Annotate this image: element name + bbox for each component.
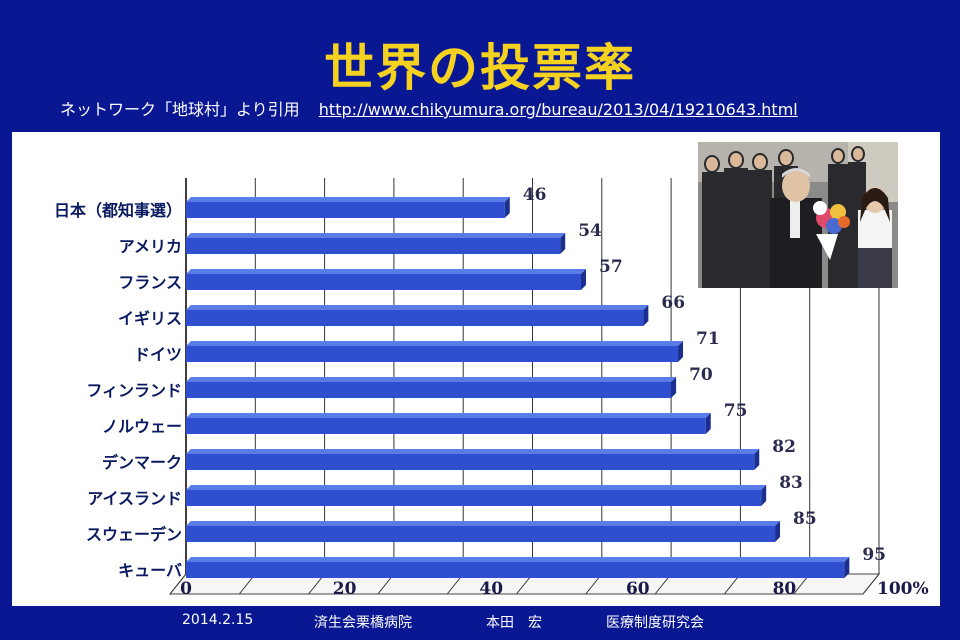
bar-end (671, 377, 677, 398)
bar-top (186, 269, 587, 274)
value-label: 46 (523, 185, 547, 205)
value-label: 70 (689, 365, 713, 385)
bar (186, 382, 672, 398)
source-line: ネットワーク「地球村」より引用 http://www.chikyumura.or… (60, 96, 798, 120)
value-label: 82 (772, 437, 796, 457)
footer-institute: 医療制度研究会 (606, 615, 704, 631)
bar (186, 346, 679, 362)
source-link[interactable]: http://www.chikyumura.org/bureau/2013/04… (318, 100, 798, 119)
bar-end (504, 197, 510, 218)
x-tick-label: 80 (773, 579, 797, 599)
bar-end (761, 485, 767, 506)
bar-top (186, 377, 677, 382)
value-label: 54 (578, 221, 602, 241)
category-label: フランス (118, 273, 182, 292)
value-label: 71 (696, 329, 720, 349)
value-label: 95 (862, 545, 886, 565)
value-label: 66 (661, 293, 685, 313)
floor-gridline (862, 573, 880, 595)
category-label: アイスランド (87, 489, 182, 508)
bar-end (775, 521, 781, 542)
value-label: 75 (724, 401, 748, 421)
category-label: ノルウェー (102, 417, 182, 436)
footer-hospital: 済生会栗橋病院 (314, 615, 412, 631)
bar-top (186, 485, 767, 490)
category-label: キューバ (118, 561, 182, 580)
bar-top (186, 197, 510, 202)
bar-top (186, 233, 566, 238)
bar (186, 238, 561, 254)
bar (186, 526, 776, 542)
bar-end (581, 269, 587, 290)
bar-top (186, 305, 649, 310)
page-title: 世界の投票率 (324, 39, 636, 97)
bar (186, 418, 706, 434)
bar-end (705, 413, 711, 434)
bar-end (844, 557, 850, 578)
x-tick-label: 60 (626, 579, 650, 599)
bar (186, 274, 582, 290)
category-label: 日本（都知事選） (54, 201, 182, 220)
floor-gridline (169, 573, 187, 595)
bar-top (186, 341, 684, 346)
bar (186, 202, 505, 218)
category-label: スウェーデン (86, 525, 182, 544)
footer-author: 本田 宏 (486, 615, 542, 631)
footer-date: 2014.2.15 (182, 612, 254, 628)
x-tick-label: 0 (180, 579, 192, 599)
bar-end (754, 449, 760, 470)
category-label: フィンランド (86, 381, 182, 400)
bar (186, 310, 644, 326)
value-label: 83 (779, 473, 803, 493)
category-label: イギリス (118, 309, 182, 328)
category-label: ドイツ (134, 345, 182, 364)
bar-top (186, 557, 850, 562)
bar (186, 490, 762, 506)
bar-top (186, 449, 760, 454)
value-label: 85 (793, 509, 817, 529)
bar-chart: 日本（都知事選） 46 アメリカ 54 フランス 57 イギリス 66 ドイツ 71 フィンランド 7… (54, 178, 929, 599)
footer: 2014.2.15 済生会栗橋病院 本田 宏 医療制度研究会 (0, 606, 960, 640)
bar-top (186, 521, 781, 526)
x-tick-label: 20 (333, 579, 357, 599)
x-tick-label: 40 (479, 579, 503, 599)
bar (186, 562, 845, 578)
source-text: ネットワーク「地球村」より引用 (60, 100, 300, 119)
bar-top (186, 413, 711, 418)
category-label: アメリカ (119, 237, 182, 256)
bar-end (560, 233, 566, 254)
bar (186, 454, 755, 470)
category-label: デンマーク (102, 453, 182, 472)
bar-end (643, 305, 649, 326)
photo-image (698, 142, 898, 288)
value-label: 57 (599, 257, 623, 277)
x-tick-label: 100% (877, 579, 929, 599)
bar-end (678, 341, 684, 362)
